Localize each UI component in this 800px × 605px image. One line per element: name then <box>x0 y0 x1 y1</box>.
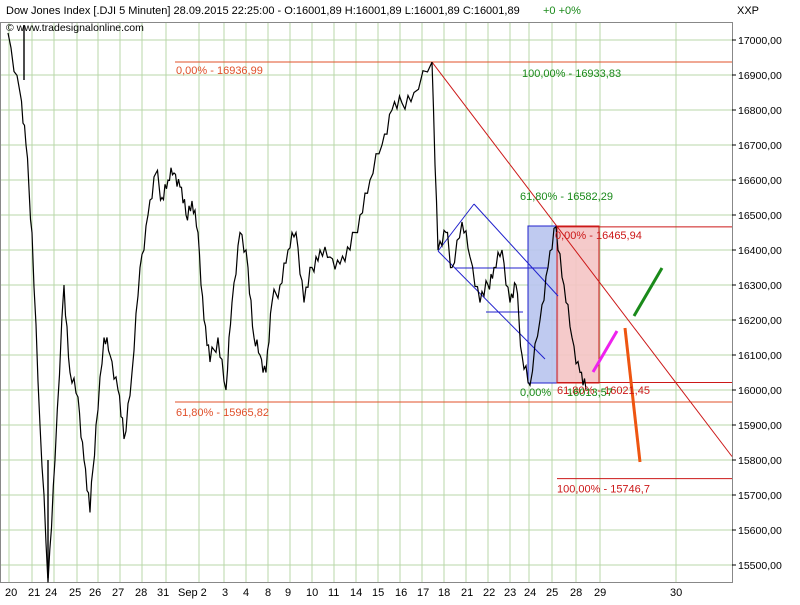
x-axis-tick-label: 29 <box>594 587 606 599</box>
downtrend-line <box>431 61 733 457</box>
y-axis-tick-label: 17000,00 <box>738 35 782 47</box>
plot-frame <box>0 22 733 583</box>
fib-upper-label: 0,00% - 16936,99 <box>176 65 263 77</box>
x-axis-tick-label: 28 <box>135 587 147 599</box>
x-axis-tick-label: 4 <box>243 587 249 599</box>
y-axis-tick-label: 16200,00 <box>738 315 782 327</box>
x-axis-tick-label: 10 <box>306 587 318 599</box>
y-axis-tick-label: 16600,00 <box>738 175 782 187</box>
x-axis-tick-label: 20 <box>5 587 17 599</box>
x-axis-tick-label: 3 <box>222 587 228 599</box>
x-axis-tick-label: 24 <box>524 587 536 599</box>
channel-line <box>437 203 475 252</box>
fib-middle-label: 100,00% - 16933,83 <box>522 68 621 80</box>
fib-lower-label: 61,80% - 16021,45 <box>557 385 650 397</box>
x-axis-tick-label: 27 <box>112 587 124 599</box>
x-axis-tick-label: 25 <box>546 587 558 599</box>
axis-layer: 15500,00 15600,00 15700,00 15800,00 15900,00… <box>5 35 782 599</box>
chart-title: Dow Jones Index [.DJI 5 Minuten] 28.09.2… <box>6 5 520 17</box>
green-projection-arrow <box>632 267 664 317</box>
y-axis-tick-label: 16100,00 <box>738 350 782 362</box>
fib-labels-layer: 0,00% - 16936,99 61,80% - 15965,82 100,00%… <box>176 65 650 496</box>
fib-lower-label: 100,00% - 15746,7 <box>557 484 650 496</box>
orange-projection-arrow <box>623 327 642 463</box>
y-axis-tick-label: 16700,00 <box>738 140 782 152</box>
y-axis-tick-label: 16900,00 <box>738 70 782 82</box>
red-range-box <box>556 225 600 384</box>
drawing-tools-layer <box>175 61 733 480</box>
price-change: +0 +0% <box>543 5 581 17</box>
x-axis-tick-label: 23 <box>504 587 516 599</box>
x-axis-tick-label: 9 <box>285 587 291 599</box>
y-axis-tick-label: 15500,00 <box>738 560 782 572</box>
x-axis-tick-label: 16 <box>395 587 407 599</box>
y-axis-tick-label: 16400,00 <box>738 245 782 257</box>
y-axis-tick-label: 16300,00 <box>738 280 782 292</box>
x-axis-tick-label: 31 <box>157 587 169 599</box>
y-axis-tick-label: 15600,00 <box>738 525 782 537</box>
blue-range-box <box>527 225 559 384</box>
y-axis-tick-label: 15700,00 <box>738 490 782 502</box>
x-axis-tick-label: 24 <box>45 587 57 599</box>
y-axis-tick-label: 16000,00 <box>738 385 782 397</box>
x-axis-tick-label: 21 <box>28 587 40 599</box>
fib-middle-label: 61,80% - 16582,29 <box>520 191 613 203</box>
x-axis-tick-label: 14 <box>350 587 362 599</box>
x-axis-tick-label: 21 <box>461 587 473 599</box>
y-axis-tick-label: 15800,00 <box>738 455 782 467</box>
x-axis-tick-label: 11 <box>328 587 339 599</box>
x-axis-tick-label: Sep 2 <box>178 587 207 599</box>
symbol-label: XXP <box>737 5 759 17</box>
x-axis-tick-label: 26 <box>89 587 101 599</box>
x-axis-tick-label: 8 <box>265 587 271 599</box>
x-axis-tick-label: 15 <box>372 587 384 599</box>
price-series-line <box>7 32 587 583</box>
x-axis-tick-label: 30 <box>670 587 682 599</box>
y-axis-tick-label: 16800,00 <box>738 105 782 117</box>
x-axis-tick-label: 25 <box>69 587 81 599</box>
x-axis-tick-label: 22 <box>483 587 495 599</box>
magenta-projection-arrow <box>591 330 619 373</box>
x-axis-tick-label: 18 <box>438 587 450 599</box>
source-credit: © www.tradesignalonline.com <box>6 22 144 34</box>
channel-line <box>473 203 559 297</box>
fib-lower-label: 0,00% - 16465,94 <box>555 230 642 242</box>
channel-line <box>437 250 546 360</box>
x-axis-tick-label: 28 <box>570 587 582 599</box>
fib-middle-label: 0,00% <box>520 387 551 399</box>
marker-value-label: 16013,57 <box>567 387 613 399</box>
fib-upper-label: 61,80% - 15965,82 <box>176 407 269 419</box>
price-layer <box>7 25 664 583</box>
y-axis-tick-label: 15900,00 <box>738 420 782 432</box>
x-axis-tick-label: 17 <box>417 587 429 599</box>
y-axis-tick-label: 16500,00 <box>738 210 782 222</box>
